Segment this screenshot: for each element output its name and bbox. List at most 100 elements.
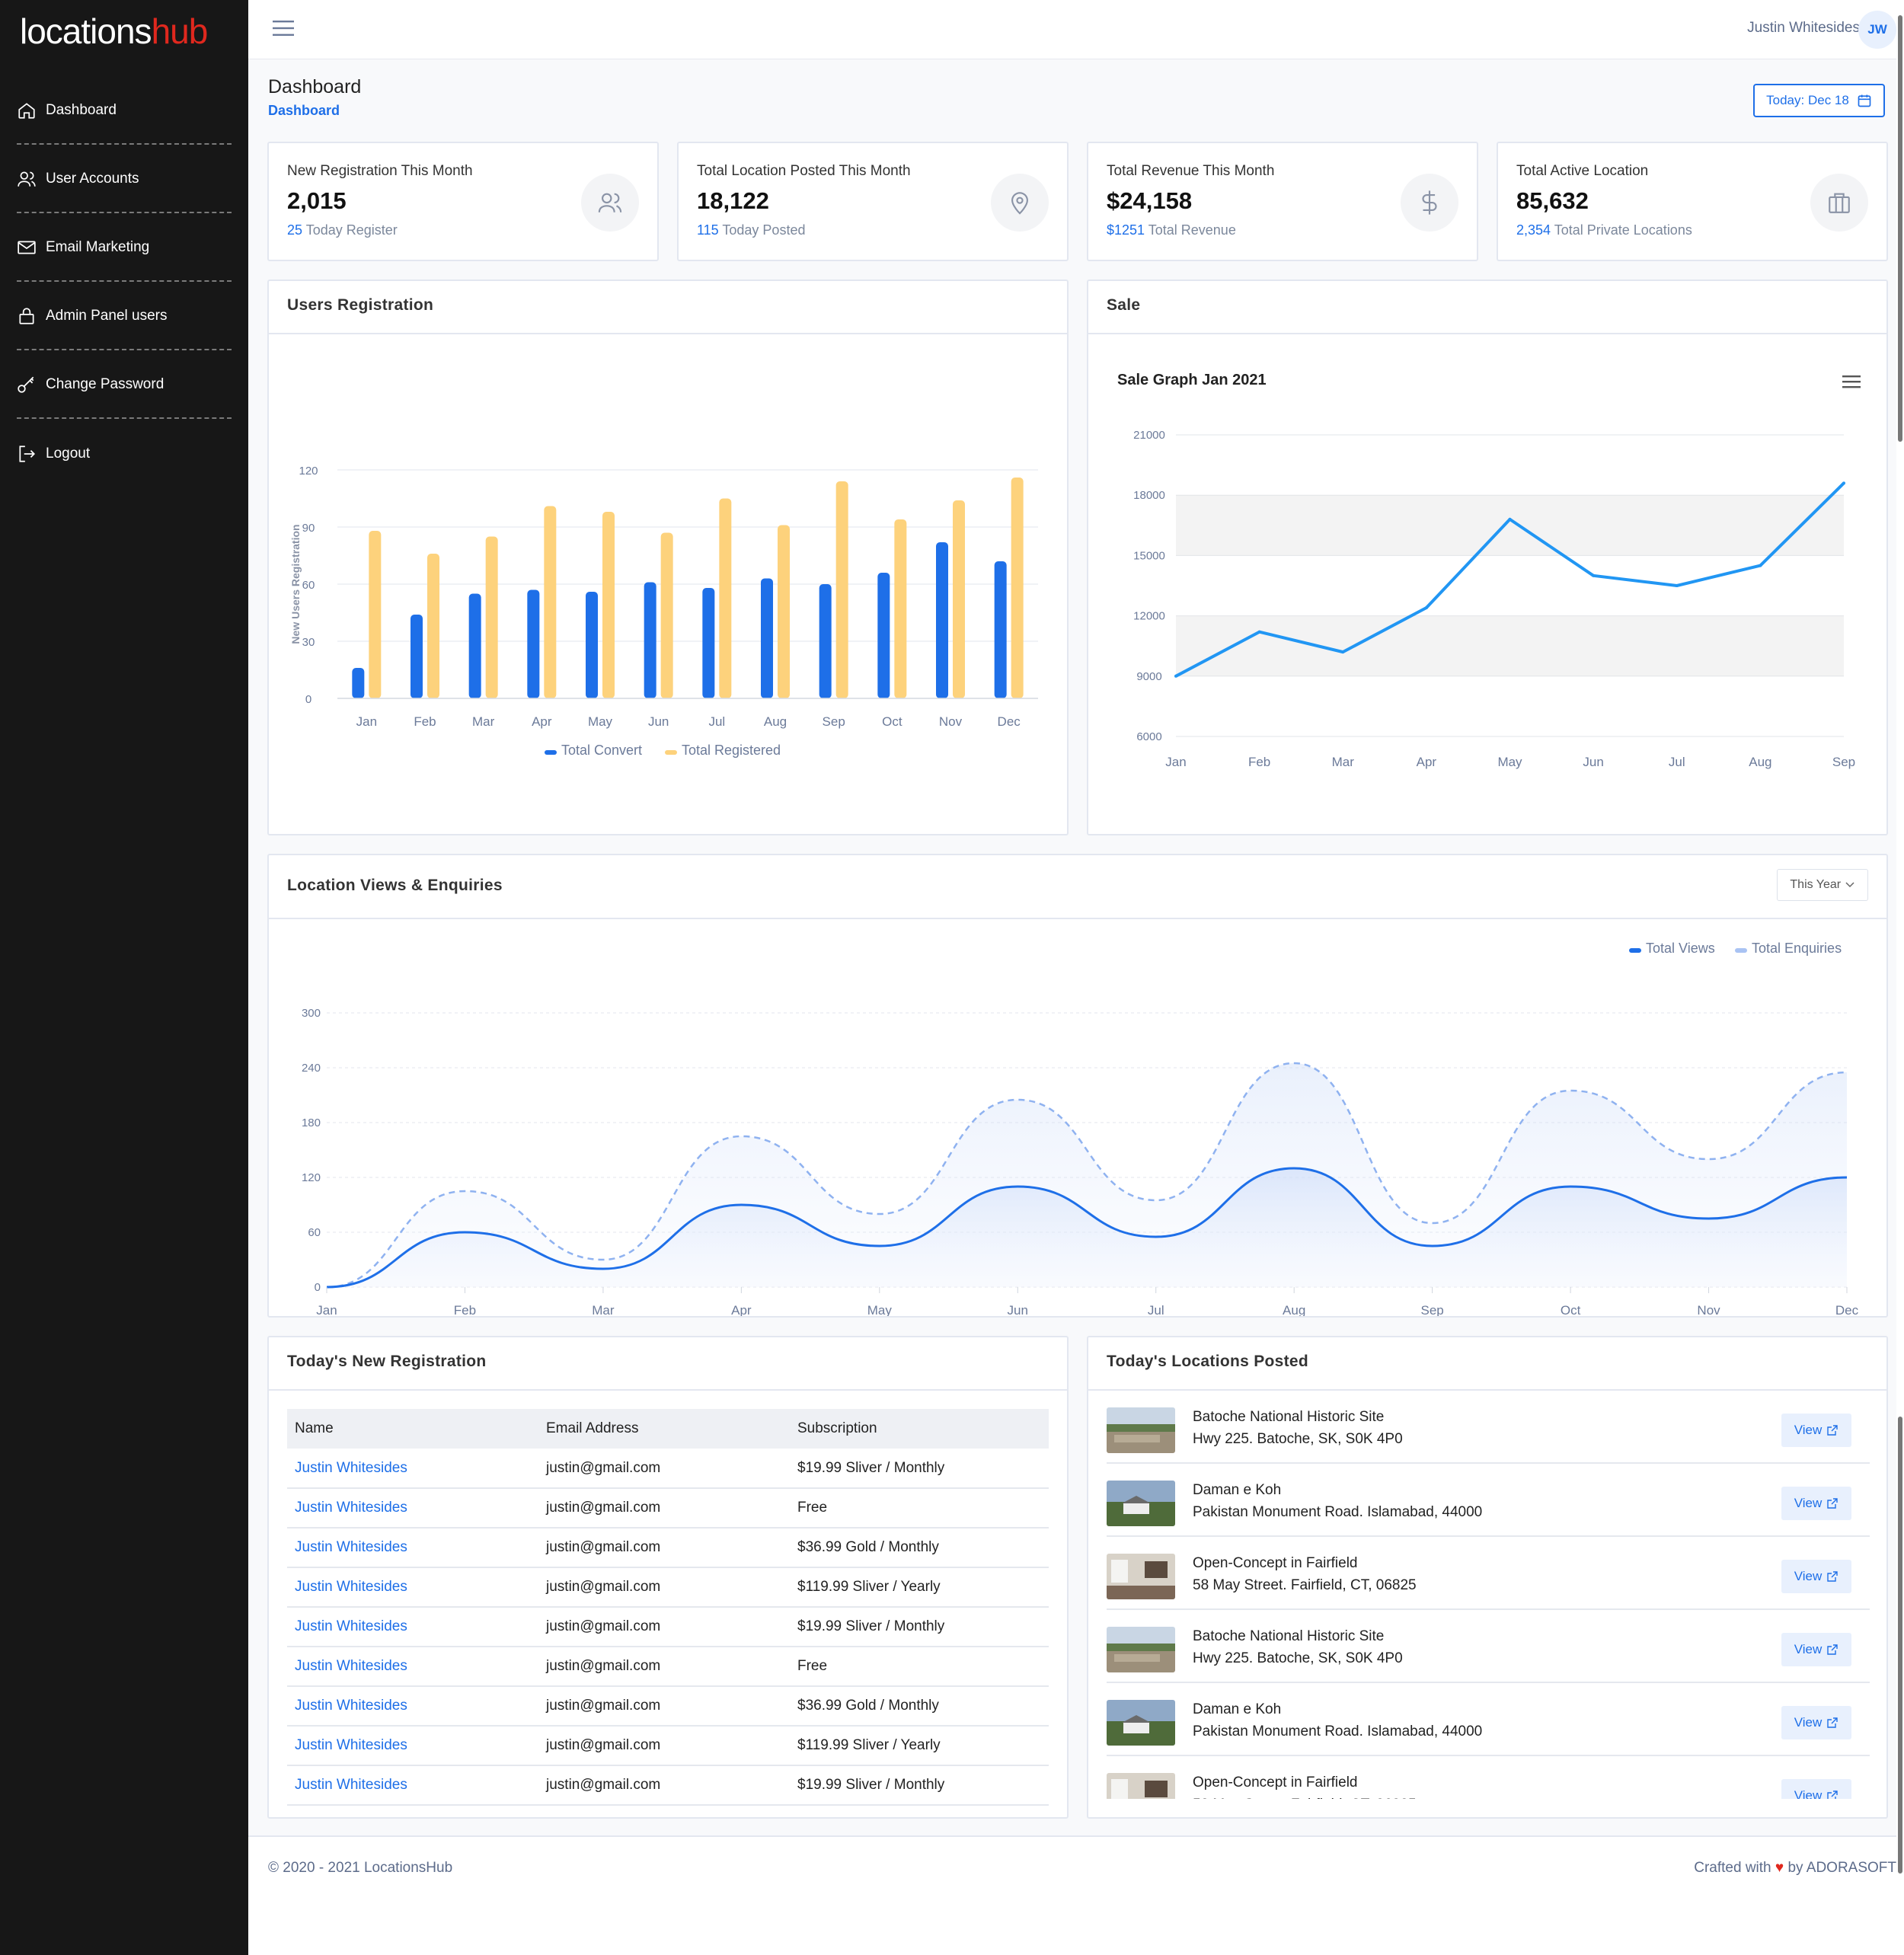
- calendar-icon: [1858, 94, 1871, 107]
- cell-name[interactable]: Justin Whitesides: [287, 1607, 538, 1647]
- x-tick-label: Dec: [1835, 1303, 1859, 1316]
- sidebar-item-email-marketing[interactable]: Email Marketing: [17, 213, 232, 282]
- location-title: Open-Concept in Fairfield: [1193, 1555, 1358, 1571]
- view-button[interactable]: View: [1781, 1560, 1851, 1593]
- sale-chart: 6000 9000 12000 15000 18000 21000 Sale Graph J…: [1117, 372, 1861, 769]
- sale-point: [1508, 517, 1512, 521]
- map-pin-icon: [1011, 192, 1028, 215]
- menu-toggle-icon[interactable]: [273, 20, 294, 37]
- today-date-button[interactable]: Today: Dec 18: [1753, 84, 1885, 117]
- location-address: Pakistan Monument Road. Islamabad, 44000: [1193, 1504, 1483, 1520]
- location-views-chart: 0 60 120 180 240 300 Jan Feb Mar Apr May Jun Jul Aug S…: [302, 941, 1859, 1316]
- sidebar-item-logout[interactable]: Logout: [17, 419, 232, 487]
- cell-email: justin@gmail.com: [538, 1488, 790, 1529]
- x-tick-label: May: [1497, 755, 1522, 769]
- sidebar-item-change-password[interactable]: Change Password: [17, 350, 232, 419]
- x-tick-label: Nov: [939, 714, 963, 729]
- external-link-icon: [1827, 1644, 1838, 1655]
- stat-card-revenue: Total Revenue This Month $24,158 $1251 T…: [1087, 142, 1478, 261]
- view-label: View: [1794, 1642, 1823, 1656]
- stat-card-locations-posted: Total Location Posted This Month 18,122 …: [677, 142, 1069, 261]
- stat-card-registrations: New Registration This Month 2,015 25 Tod…: [267, 142, 659, 261]
- scrollbar-thumb-lower[interactable]: [1898, 1417, 1902, 1874]
- sidebar-item-label: Logout: [46, 446, 91, 462]
- footer-crafted-suffix: by ADORASOFT: [1787, 1860, 1896, 1876]
- sidebar-item-user-accounts[interactable]: User Accounts: [17, 145, 232, 213]
- stat-sub: $1251 Total Revenue: [1107, 222, 1236, 238]
- bar-total-convert: [527, 589, 540, 698]
- bar-total-convert: [819, 584, 832, 698]
- card-title: Today's Locations Posted: [1088, 1337, 1886, 1391]
- bar-total-registered: [1011, 478, 1024, 698]
- avatar[interactable]: JW: [1858, 11, 1896, 49]
- view-button[interactable]: View: [1781, 1706, 1851, 1739]
- bar-total-registered: [427, 554, 439, 698]
- cell-name[interactable]: Justin Whitesides: [287, 1647, 538, 1687]
- sidebar-item-admin-panel-users[interactable]: Admin Panel users: [17, 282, 232, 350]
- scrollbar[interactable]: [1896, 0, 1904, 1955]
- cell-name[interactable]: Justin Whitesides: [287, 1567, 538, 1608]
- stat-value: 2,015: [287, 187, 347, 214]
- scrollbar-thumb[interactable]: [1898, 15, 1902, 442]
- view-button[interactable]: View: [1781, 1633, 1851, 1666]
- menu-line: [1842, 381, 1861, 383]
- list-item: Daman e Koh Pakistan Monument Road. Islam…: [1107, 1683, 1870, 1756]
- x-tick-label: Jun: [1008, 1303, 1028, 1316]
- cell-name[interactable]: Justin Whitesides: [287, 1449, 538, 1489]
- list-item: Open-Concept in Fairfield 58 May Street. …: [1107, 1756, 1870, 1799]
- period-select[interactable]: This Year: [1777, 869, 1868, 901]
- external-link-icon: [1827, 1498, 1838, 1509]
- chart-menu-icon: [1842, 375, 1861, 388]
- menu-line: [1842, 375, 1861, 378]
- breadcrumb[interactable]: Dashboard: [268, 103, 340, 118]
- x-tick-label: Nov: [1697, 1303, 1720, 1316]
- bar-total-convert: [702, 588, 715, 698]
- sidebar-item-label: User Accounts: [46, 171, 139, 187]
- stat-icon-wrap: [1810, 174, 1868, 232]
- chart-title: Sale Graph Jan 2021: [1117, 372, 1267, 388]
- x-tick-label: Aug: [764, 714, 787, 729]
- x-tick-label: Jan: [356, 714, 377, 729]
- x-tick-label: Sep: [1421, 1303, 1444, 1316]
- cell-name[interactable]: Justin Whitesides: [287, 1686, 538, 1727]
- legend-label-convert: Total Convert: [561, 743, 642, 758]
- view-button[interactable]: View: [1781, 1414, 1851, 1447]
- cell-name[interactable]: Justin Whitesides: [287, 1726, 538, 1766]
- bar-total-convert: [994, 561, 1007, 698]
- table-row: Justin Whitesides justin@gmail.com $119.99…: [287, 1567, 1049, 1608]
- x-tick-label: Jul: [1148, 1303, 1164, 1316]
- user-name[interactable]: Justin Whitesides: [1747, 20, 1860, 36]
- x-tick-label: Feb: [454, 1303, 476, 1316]
- x-tick-label: Sep: [823, 714, 845, 729]
- sidebar-item-dashboard[interactable]: Dashboard: [17, 76, 232, 145]
- sidebar: locationshub Dashboard User Accounts Ema…: [0, 0, 248, 1955]
- view-button[interactable]: View: [1781, 1487, 1851, 1520]
- x-tick-label: Apr: [1417, 755, 1437, 769]
- x-tick-label: Apr: [532, 714, 552, 729]
- bar-total-registered: [894, 519, 907, 698]
- view-button[interactable]: View: [1781, 1779, 1851, 1799]
- brand-logo[interactable]: locationshub: [20, 11, 208, 52]
- stat-sub-label: Today Posted: [722, 222, 806, 238]
- cell-name[interactable]: Justin Whitesides: [287, 1765, 538, 1806]
- cell-subscription: Free: [790, 1647, 1049, 1687]
- location-thumbnail: [1107, 1700, 1175, 1746]
- cell-email: justin@gmail.com: [538, 1726, 790, 1766]
- y-tick-label: 6000: [1136, 730, 1161, 743]
- cell-name[interactable]: Justin Whitesides: [287, 1488, 538, 1529]
- mail-icon: [18, 241, 36, 254]
- y-tick-label: 180: [302, 1116, 321, 1129]
- table-row: Justin Whitesides justin@gmail.com $19.99 …: [287, 1765, 1049, 1806]
- cell-name[interactable]: Justin Whitesides: [287, 1528, 538, 1568]
- legend-label-views: Total Views: [1646, 941, 1715, 956]
- footer-crafted-prefix: Crafted with: [1694, 1860, 1771, 1876]
- x-tick-label: Aug: [1749, 755, 1771, 769]
- cell-email: justin@gmail.com: [538, 1607, 790, 1647]
- location-address: 58 May Street. Fairfield, CT, 06825: [1193, 1577, 1417, 1593]
- y-tick-label: 240: [302, 1062, 321, 1075]
- view-label: View: [1794, 1715, 1823, 1730]
- stat-sub-value: 2,354: [1516, 222, 1551, 238]
- cell-subscription: $19.99 Sliver / Monthly: [790, 1449, 1049, 1489]
- bar-total-registered: [835, 481, 848, 698]
- sale-point: [1424, 606, 1428, 610]
